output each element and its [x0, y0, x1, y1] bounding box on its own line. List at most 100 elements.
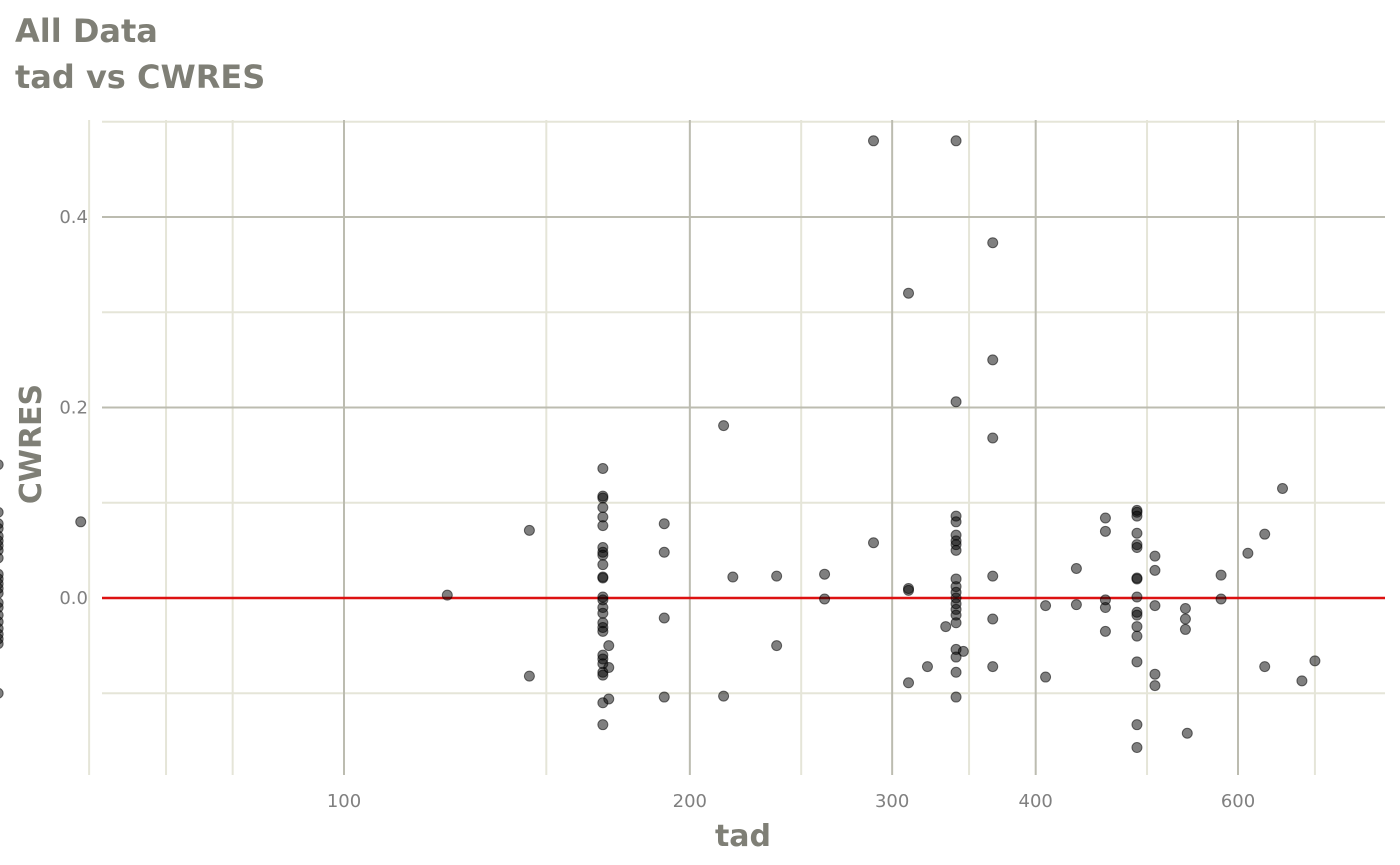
data-point [1215, 593, 1227, 605]
data-points [0, 135, 1321, 754]
data-point [1131, 621, 1143, 633]
data-point [597, 607, 609, 619]
x-tick-label: 400 [1019, 791, 1053, 812]
data-point [950, 516, 962, 528]
data-point [1099, 525, 1111, 537]
data-point [987, 613, 999, 625]
data-point [987, 432, 999, 444]
data-point [819, 593, 831, 605]
data-point [597, 520, 609, 532]
data-point [1259, 661, 1271, 673]
data-point [1131, 630, 1143, 642]
data-point [0, 507, 4, 518]
data-point [1131, 742, 1143, 754]
data-point [1259, 528, 1271, 540]
data-point [441, 589, 453, 601]
data-point [597, 462, 609, 474]
data-point [1131, 527, 1143, 539]
data-point [1099, 625, 1111, 637]
data-point [1179, 602, 1191, 614]
data-point [718, 690, 730, 702]
data-point [1040, 671, 1052, 683]
data-point [0, 545, 4, 556]
x-axis-ticks: 100 200 300 400 600 [327, 791, 1255, 812]
data-point [597, 559, 609, 571]
x-tick-label: 100 [327, 791, 361, 812]
data-point [658, 691, 670, 703]
data-point [950, 691, 962, 703]
data-point [1242, 547, 1254, 559]
data-point [597, 492, 609, 504]
data-point [1149, 668, 1161, 680]
data-point [603, 662, 615, 674]
data-point [1131, 591, 1143, 603]
data-point [0, 588, 4, 599]
data-point [1215, 569, 1227, 581]
data-point [1309, 655, 1321, 667]
data-point [1040, 600, 1052, 612]
data-point [1131, 573, 1143, 585]
data-point [1179, 613, 1191, 625]
data-point [868, 537, 880, 549]
data-point [0, 688, 4, 699]
y-tick-label: 0.0 [59, 588, 88, 609]
data-point [819, 568, 831, 580]
x-axis-title: tad [715, 819, 771, 854]
y-tick-label: 0.4 [59, 207, 88, 228]
data-point [658, 546, 670, 558]
data-point [987, 237, 999, 249]
data-point [957, 645, 969, 657]
x-tick-label: 200 [673, 791, 707, 812]
data-point [950, 135, 962, 147]
data-point [718, 420, 730, 432]
data-point [597, 669, 609, 681]
data-point [1296, 675, 1308, 687]
data-point [903, 287, 915, 299]
data-point [950, 666, 962, 678]
data-point [597, 572, 609, 584]
y-axis-ticks: 0.0 0.2 0.4 [59, 207, 88, 609]
data-point [903, 584, 915, 596]
data-point [1179, 623, 1191, 635]
data-point [597, 502, 609, 514]
data-point [1149, 600, 1161, 612]
data-point [771, 640, 783, 652]
data-point [0, 602, 4, 613]
data-point [771, 570, 783, 582]
data-point [1149, 564, 1161, 576]
data-point [987, 661, 999, 673]
data-point [0, 552, 4, 564]
data-point [597, 625, 609, 637]
data-point [950, 651, 962, 663]
chart-title: All Data [15, 12, 158, 50]
data-point [1099, 602, 1111, 614]
data-point [1070, 599, 1082, 611]
data-point [75, 516, 87, 528]
data-point [1131, 719, 1143, 731]
data-point [1131, 510, 1143, 522]
data-point [1277, 482, 1289, 494]
data-point [523, 670, 535, 682]
data-point [523, 524, 535, 536]
data-point [1131, 609, 1143, 621]
data-point [1181, 727, 1193, 739]
y-axis-title: CWRES [14, 384, 49, 504]
data-point [0, 459, 4, 470]
data-point [1149, 680, 1161, 692]
data-point [658, 612, 670, 624]
data-point [950, 544, 962, 556]
data-point [603, 693, 615, 705]
x-tick-label: 300 [875, 791, 909, 812]
data-point [603, 640, 615, 652]
data-point [597, 719, 609, 731]
data-point [1131, 542, 1143, 554]
data-point [1099, 512, 1111, 524]
data-point [987, 354, 999, 366]
data-point [950, 396, 962, 408]
data-point [940, 621, 952, 633]
data-point [903, 677, 915, 689]
data-point [1149, 550, 1161, 562]
x-tick-label: 600 [1221, 791, 1255, 812]
y-tick-label: 0.2 [59, 398, 88, 419]
